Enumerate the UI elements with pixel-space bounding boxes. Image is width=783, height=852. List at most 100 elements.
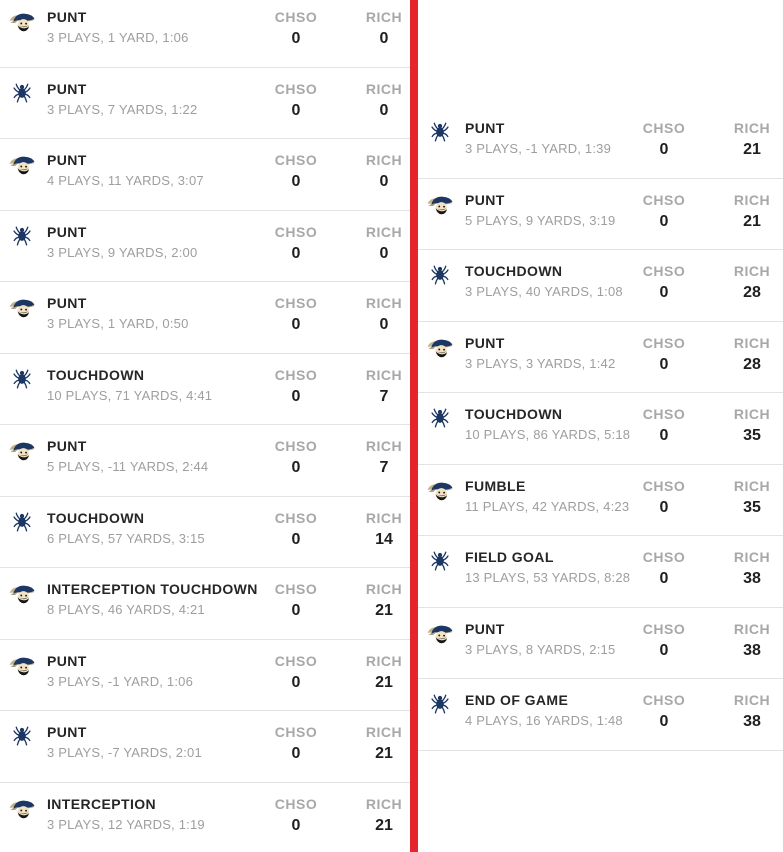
away-team-abbr: CHSO [274,366,318,383]
drive-row[interactable]: PUNT 3 PLAYS, 9 YARDS, 2:00 CHSO 0 RICH … [0,210,410,282]
drive-row[interactable]: PUNT 3 PLAYS, 3 YARDS, 1:42 CHSO 0 RICH … [418,321,783,393]
drive-detail: 4 PLAYS, 11 YARDS, 3:07 [47,173,204,188]
away-team-score: 0 [291,316,301,333]
home-team-abbr: RICH [365,795,403,812]
drive-detail: 3 PLAYS, 12 YARDS, 1:19 [47,816,205,832]
drive-detail: 3 PLAYS, 40 YARDS, 1:08 [465,284,623,299]
team-logo [8,294,47,320]
drive-row[interactable]: PUNT 3 PLAYS, 1 YARD, 1:06 CHSO 0 RICH 0 [0,0,410,68]
drive-result: PUNT [47,652,87,669]
drive-row[interactable]: TOUCHDOWN 3 PLAYS, 40 YARDS, 1:08 CHSO 0… [418,250,783,322]
drive-detail: 3 PLAYS, -1 YARD, 1:39 [465,141,612,156]
home-team-score: 0 [379,30,389,47]
away-team-score: 0 [659,498,669,516]
buccaneer-icon [427,482,453,500]
spider-icon [431,265,449,285]
spider-icon [431,122,449,142]
team-logo [8,223,47,248]
drive-row[interactable]: TOUCHDOWN 10 PLAYS, 71 YARDS, 4:41 CHSO … [0,353,410,425]
drive-row[interactable]: PUNT 3 PLAYS, -1 YARD, 1:06 CHSO 0 RICH … [0,639,410,711]
away-team-abbr: CHSO [642,263,686,279]
home-team-abbr: RICH [733,620,771,637]
drive-row[interactable]: PUNT 3 PLAYS, 8 YARDS, 2:15 CHSO 0 RICH … [418,607,783,679]
away-team-score: 0 [659,141,669,158]
team-logo [426,334,465,360]
drive-detail: 3 PLAYS, 1 YARD, 0:50 [47,316,189,331]
away-team-abbr: CHSO [642,120,686,136]
drive-row[interactable]: PUNT 5 PLAYS, 9 YARDS, 3:19 CHSO 0 RICH … [418,178,783,250]
drive-result: PUNT [47,724,87,740]
drive-detail: 6 PLAYS, 57 YARDS, 3:15 [47,530,205,546]
away-team-abbr: CHSO [642,692,686,708]
home-team-abbr: RICH [365,152,403,168]
away-team-abbr: CHSO [274,795,318,812]
team-logo [8,437,47,463]
drive-detail: 13 PLAYS, 53 YARDS, 8:28 [465,570,631,585]
away-team-score: 0 [291,745,301,762]
buccaneer-icon [427,196,453,214]
drive-row[interactable]: FUMBLE 11 PLAYS, 42 YARDS, 4:23 CHSO 0 R… [418,464,783,536]
home-team-score: 7 [379,459,389,476]
away-team-score: 0 [291,816,301,834]
home-team-score: 0 [379,101,389,119]
drive-row[interactable]: PUNT 5 PLAYS, -11 YARDS, 2:44 CHSO 0 RIC… [0,425,410,497]
away-team-abbr: CHSO [274,80,318,97]
away-team-score: 0 [659,641,669,659]
team-logo [8,795,47,821]
away-team-score: 0 [659,713,669,730]
home-team-abbr: RICH [733,191,771,208]
drive-row[interactable]: PUNT 3 PLAYS, -1 YARD, 1:39 CHSO 0 RICH … [418,107,783,179]
away-team-score: 0 [291,30,301,47]
home-team-score: 38 [743,713,761,730]
team-logo [8,580,47,606]
team-logo [8,366,47,391]
team-logo [8,652,47,678]
home-team-score: 14 [375,530,393,548]
drive-row[interactable]: PUNT 4 PLAYS, 11 YARDS, 3:07 CHSO 0 RICH… [0,139,410,211]
away-team-abbr: CHSO [642,191,686,208]
away-team-score: 0 [659,355,669,373]
buccaneer-icon [427,339,453,357]
buccaneer-icon [9,13,35,32]
team-logo [426,477,465,503]
home-team-score: 21 [743,212,761,230]
drive-row[interactable]: TOUCHDOWN 6 PLAYS, 57 YARDS, 3:15 CHSO 0… [0,496,410,568]
home-team-abbr: RICH [365,509,403,526]
drive-result: TOUCHDOWN [47,366,145,383]
buccaneer-icon [427,625,453,643]
drive-row[interactable]: FIELD GOAL 13 PLAYS, 53 YARDS, 8:28 CHSO… [418,536,783,608]
drive-row[interactable]: INTERCEPTION 3 PLAYS, 12 YARDS, 1:19 CHS… [0,782,410,852]
home-team-score: 21 [375,673,393,691]
away-team-score: 0 [659,570,669,587]
drive-row[interactable]: TOUCHDOWN 10 PLAYS, 86 YARDS, 5:18 CHSO … [418,393,783,465]
home-team-abbr: RICH [733,120,771,136]
drive-detail: 4 PLAYS, 16 YARDS, 1:48 [465,713,623,728]
drive-row[interactable]: PUNT 3 PLAYS, -7 YARDS, 2:01 CHSO 0 RICH… [0,711,410,783]
drive-result: PUNT [47,295,87,311]
home-team-score: 0 [379,244,389,262]
home-team-score: 0 [379,173,389,190]
drive-row[interactable]: INTERCEPTION TOUCHDOWN 8 PLAYS, 46 YARDS… [0,568,410,640]
away-team-score: 0 [659,212,669,230]
away-team-abbr: CHSO [274,9,318,25]
drive-result: END OF GAME [465,692,569,708]
drive-row[interactable]: END OF GAME 4 PLAYS, 16 YARDS, 1:48 CHSO… [418,679,783,751]
home-team-score: 7 [379,387,389,405]
buccaneer-icon [9,657,35,675]
buccaneer-icon [9,800,35,818]
spider-icon [431,408,449,428]
drive-row[interactable]: PUNT 3 PLAYS, 7 YARDS, 1:22 CHSO 0 RICH … [0,67,410,139]
drive-result: FIELD GOAL [465,549,554,565]
away-team-abbr: CHSO [274,724,318,740]
drive-detail: 8 PLAYS, 46 YARDS, 4:21 [47,602,205,617]
drive-detail: 3 PLAYS, -1 YARD, 1:06 [47,673,194,689]
away-team-abbr: CHSO [274,438,318,454]
team-logo [8,8,47,34]
home-team-score: 21 [375,745,393,762]
home-team-abbr: RICH [733,334,771,351]
away-team-abbr: CHSO [274,652,318,669]
spider-icon [13,369,31,389]
drive-row[interactable]: PUNT 3 PLAYS, 1 YARD, 0:50 CHSO 0 RICH 0 [0,282,410,354]
away-team-abbr: CHSO [274,581,318,597]
